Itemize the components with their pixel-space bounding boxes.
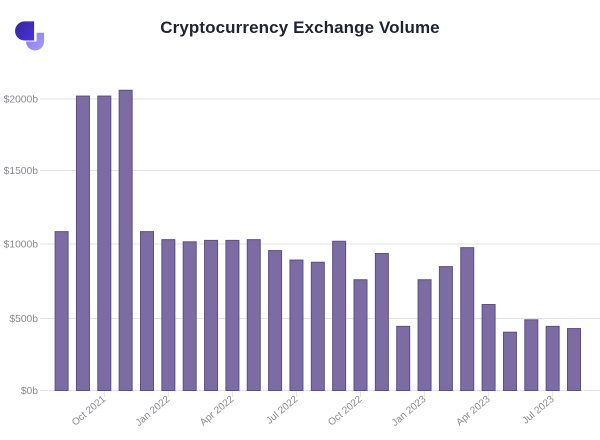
- svg-text:$1000b: $1000b: [4, 240, 39, 251]
- svg-text:Oct 2021: Oct 2021: [70, 394, 108, 429]
- svg-text:$500b: $500b: [9, 314, 38, 325]
- svg-text:Jul 2023: Jul 2023: [521, 394, 557, 427]
- svg-text:Apr 2022: Apr 2022: [198, 394, 236, 429]
- svg-text:$2000b: $2000b: [4, 95, 39, 106]
- svg-text:Apr 2023: Apr 2023: [454, 394, 492, 429]
- svg-text:Jul 2022: Jul 2022: [264, 394, 300, 427]
- svg-text:Jan 2023: Jan 2023: [390, 394, 429, 429]
- svg-text:Jan 2022: Jan 2022: [134, 394, 173, 429]
- svg-text:$1500b: $1500b: [4, 166, 39, 177]
- svg-text:Oct 2022: Oct 2022: [326, 394, 364, 429]
- svg-text:$0b: $0b: [21, 386, 38, 397]
